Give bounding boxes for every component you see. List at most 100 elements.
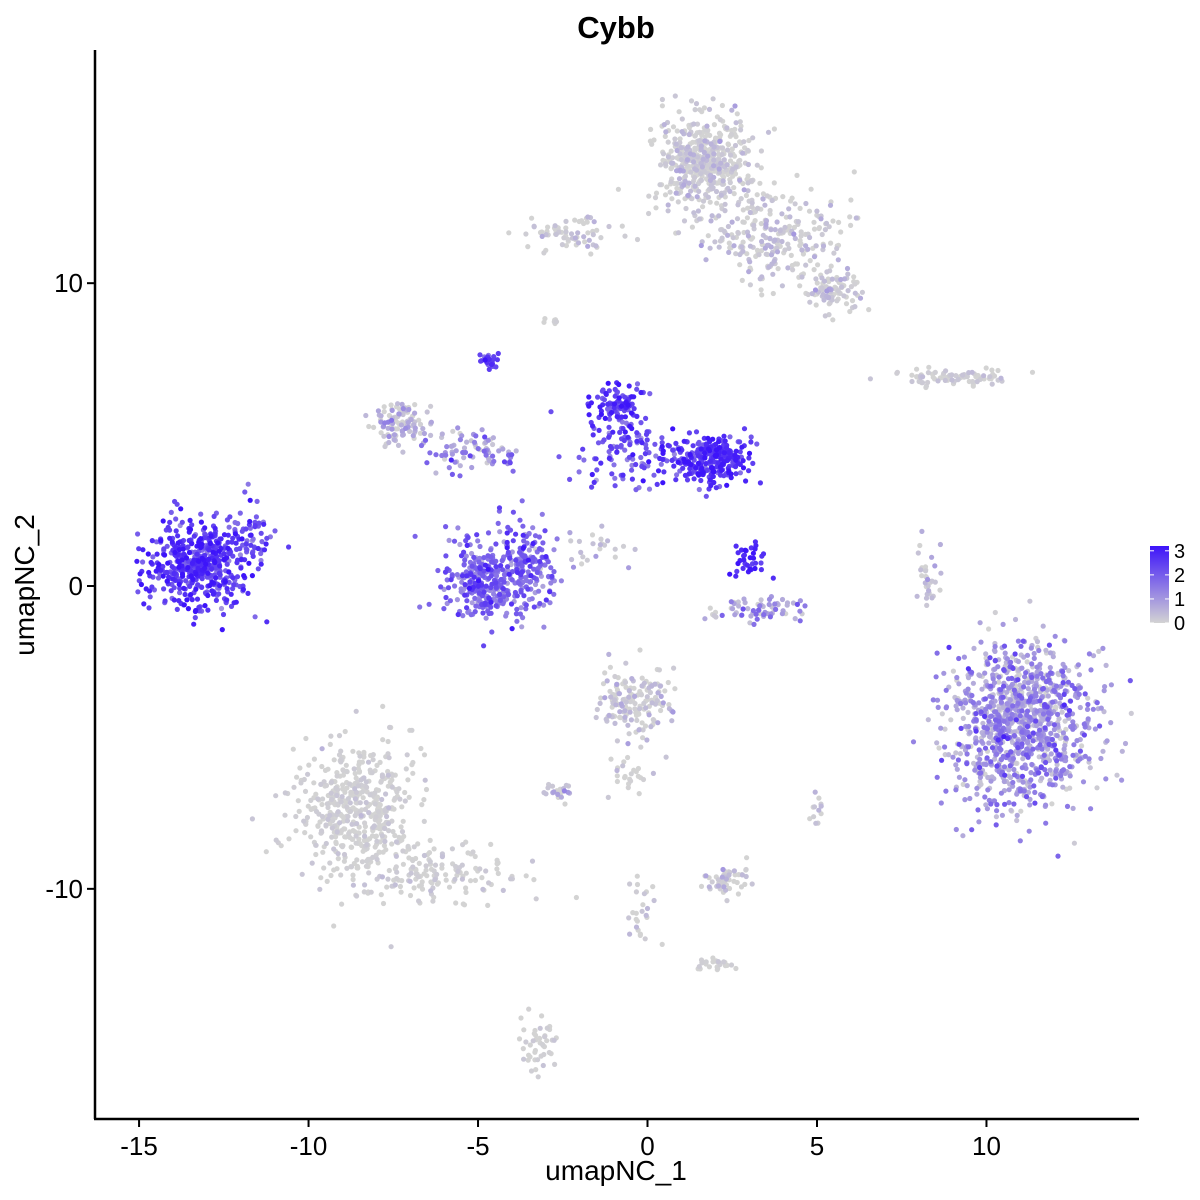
cell-point: [658, 707, 664, 714]
cell-point: [754, 247, 761, 253]
cell-point: [444, 444, 450, 450]
cell-point: [386, 805, 392, 811]
cell-point: [202, 603, 208, 609]
cell-point: [356, 769, 362, 775]
cell-point: [591, 479, 597, 485]
cell-point: [516, 1036, 523, 1042]
cell-point: [1029, 761, 1035, 768]
cell-point: [632, 693, 638, 700]
cell-point: [789, 195, 795, 201]
cell-point: [647, 689, 654, 696]
cell-point: [768, 244, 774, 250]
cell-point: [164, 578, 170, 584]
cell-point: [328, 872, 334, 879]
cell-point: [964, 751, 970, 757]
cell-point: [925, 576, 931, 583]
cell-point: [930, 697, 936, 703]
cell-point: [1024, 652, 1031, 658]
cell-point: [760, 191, 767, 197]
cell-point: [739, 444, 745, 450]
cell-point: [291, 784, 297, 790]
cell-point: [630, 452, 636, 458]
cell-point: [459, 433, 465, 439]
cell-point: [371, 424, 377, 430]
cell-point: [329, 834, 335, 840]
cell-point: [182, 591, 188, 598]
cell-point: [417, 604, 423, 610]
cell-point: [607, 664, 614, 670]
cell-point: [325, 816, 331, 823]
cell-point: [454, 572, 460, 578]
cell-point: [548, 580, 554, 586]
cell-point: [386, 867, 392, 874]
cell-point: [464, 605, 470, 611]
cell-point: [504, 530, 510, 536]
cell-point: [185, 544, 191, 550]
cell-point: [894, 369, 901, 375]
cell-point: [748, 434, 754, 440]
cell-point: [720, 866, 726, 873]
cell-point: [588, 251, 594, 257]
cell-point: [303, 735, 309, 742]
cell-point: [531, 877, 537, 883]
cell-point: [573, 894, 580, 901]
cell-point: [243, 541, 249, 547]
cell-point: [378, 430, 384, 436]
cell-point: [963, 690, 969, 696]
cell-point: [983, 706, 989, 712]
cell-point: [996, 674, 1002, 680]
cell-point: [380, 737, 386, 743]
cell-point: [653, 190, 660, 196]
cell-point: [1014, 812, 1020, 819]
cell-point: [723, 876, 730, 882]
cell-point: [480, 573, 486, 579]
cell-point: [763, 221, 769, 227]
cell-point: [652, 195, 659, 201]
cell-point: [472, 609, 478, 615]
cell-point: [700, 204, 706, 210]
cell-point: [416, 898, 422, 904]
cell-point: [1046, 642, 1052, 648]
cell-point: [347, 781, 353, 787]
cell-point: [334, 792, 340, 799]
cell-point: [1032, 800, 1038, 806]
cell-point: [134, 558, 140, 564]
cell-point: [459, 876, 465, 882]
cell-point: [701, 435, 707, 441]
cell-point: [485, 566, 491, 572]
cell-point: [693, 429, 700, 435]
cell-point: [925, 379, 931, 386]
cell-point: [586, 412, 592, 418]
cell-point: [818, 803, 824, 809]
cell-point: [849, 298, 856, 304]
cell-point: [614, 778, 621, 785]
cell-point: [349, 821, 355, 827]
cell-point: [711, 122, 718, 128]
cell-point: [662, 133, 668, 139]
cell-point: [845, 271, 851, 277]
cell-point: [925, 370, 932, 376]
cell-point: [852, 304, 858, 310]
cell-point: [641, 891, 648, 897]
cell-point: [504, 564, 511, 570]
cell-point: [724, 898, 730, 904]
cell-point: [934, 774, 940, 780]
cell-point: [638, 454, 644, 461]
cell-point: [338, 799, 344, 805]
cell-point: [160, 518, 166, 524]
cell-point: [1011, 733, 1018, 739]
cell-point: [733, 164, 739, 170]
cell-point: [643, 445, 649, 451]
cell-point: [452, 583, 458, 589]
cell-point: [985, 774, 991, 781]
cell-point: [754, 616, 760, 622]
cell-point: [1025, 739, 1031, 746]
cell-point: [1018, 808, 1024, 814]
cell-point: [797, 618, 803, 624]
cell-point: [540, 540, 546, 546]
cell-point: [737, 262, 743, 268]
cell-point: [1114, 772, 1120, 778]
cell-point: [744, 251, 750, 257]
cell-point: [305, 803, 311, 809]
cell-point: [595, 440, 602, 446]
